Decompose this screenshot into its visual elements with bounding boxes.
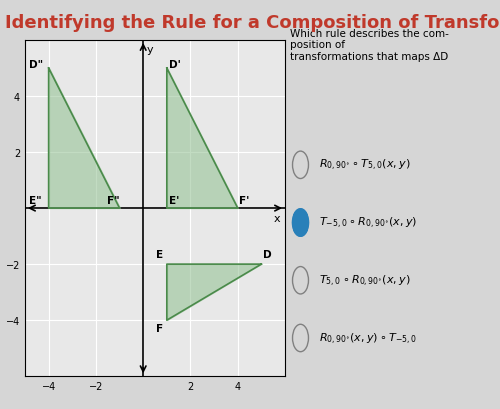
Circle shape [292,209,308,237]
Polygon shape [167,265,262,320]
Polygon shape [48,69,120,209]
Text: $R_{0,90^{\circ}}(x, y) \circ T_{-5,0}$: $R_{0,90^{\circ}}(x, y) \circ T_{-5,0}$ [320,330,418,346]
Text: Identifying the Rule for a Composition of Transforma: Identifying the Rule for a Composition o… [5,14,500,32]
Text: D: D [262,249,271,259]
Text: $R_{0,90^{\circ}} \circ T_{5,0}(x, y)$: $R_{0,90^{\circ}} \circ T_{5,0}(x, y)$ [320,158,411,173]
Text: D': D' [169,59,181,70]
Text: E": E" [28,196,41,206]
Text: E: E [156,249,164,259]
Text: Which rule describes the com-
position of
transformations that maps ΔD: Which rule describes the com- position o… [290,29,449,62]
Text: $T_{5,0} \circ R_{0,90^{\circ}}(x, y)$: $T_{5,0} \circ R_{0,90^{\circ}}(x, y)$ [320,273,411,288]
Text: D": D" [28,59,42,70]
Circle shape [292,152,308,179]
Text: F: F [156,324,164,334]
Text: F': F' [239,196,250,206]
Text: E': E' [169,196,179,206]
Polygon shape [167,69,238,209]
Text: $T_{-5,0} \circ R_{0,90^{\circ}}(x, y)$: $T_{-5,0} \circ R_{0,90^{\circ}}(x, y)$ [320,216,418,231]
Circle shape [292,267,308,294]
Circle shape [292,324,308,352]
Text: F": F" [106,196,119,206]
Text: x: x [274,213,280,223]
Text: y: y [146,45,154,55]
